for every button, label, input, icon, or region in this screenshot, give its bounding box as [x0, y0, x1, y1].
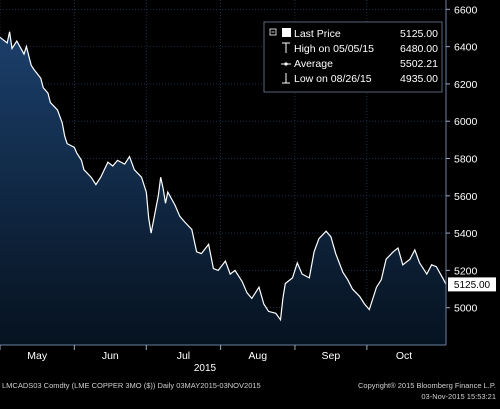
legend-label-3: Low on 08/26/15 [294, 73, 372, 85]
footer-ticker-info: LMCADS03 Comdty (LME COPPER 3MO ($)) Dai… [2, 381, 261, 390]
legend-label-0: Last Price [294, 28, 341, 40]
x-axis-label: 2015 [194, 363, 217, 374]
footer-timestamp: 03-Nov-2015 15:53:21 [421, 392, 496, 401]
high-marker-icon [282, 42, 290, 53]
y-tick-label: 5400 [454, 228, 478, 240]
legend-collapse-icon[interactable] [269, 28, 277, 36]
y-tick-label: 6000 [454, 116, 478, 128]
x-axis-ticks: May Jun Jul Aug Sep Oct [0, 345, 412, 362]
legend-label-1: High on 05/05/15 [294, 43, 374, 55]
price-area [0, 31, 446, 345]
y-tick-label: 6200 [454, 79, 478, 91]
legend-label-2: Average [294, 58, 333, 70]
legend-value-0: 5125.00 [400, 28, 438, 40]
y-tick-label: 5800 [454, 154, 478, 166]
last-price-tag: 5125.00 [448, 277, 496, 292]
legend-value-2: 5502.21 [400, 58, 438, 70]
low-marker-icon [282, 73, 290, 84]
y-tick-label: 5600 [454, 191, 478, 203]
price-line [0, 31, 447, 322]
x-tick-label: Oct [396, 350, 412, 362]
last-price-box [448, 277, 496, 292]
y-tick-label: 5200 [454, 265, 478, 277]
legend: Last Price 5125.00 High on 05/05/15 6480… [263, 21, 443, 93]
last-price-square-icon [282, 28, 291, 37]
x-tick-label: Jul [177, 350, 190, 362]
y-axis-ticks: 5000 5200 5400 5600 5800 6000 6200 6400 6600 [446, 4, 478, 315]
last-price-value: 5125.00 [454, 280, 491, 291]
y-tick-label: 5000 [454, 303, 478, 315]
footer-copyright: Copyright® 2015 Bloomberg Finance L.P. [358, 381, 496, 390]
x-tick-label: Aug [248, 350, 267, 362]
x-tick-label: May [27, 350, 48, 362]
y-tick-label: 6400 [454, 42, 478, 54]
legend-value-1: 6480.00 [400, 43, 438, 55]
y-tick-label: 6600 [454, 4, 478, 16]
legend-box [263, 21, 443, 93]
x-tick-label: Sep [322, 350, 341, 362]
x-tick-label: Jun [102, 350, 119, 362]
average-marker-icon [281, 62, 291, 66]
legend-value-3: 4935.00 [400, 73, 438, 85]
